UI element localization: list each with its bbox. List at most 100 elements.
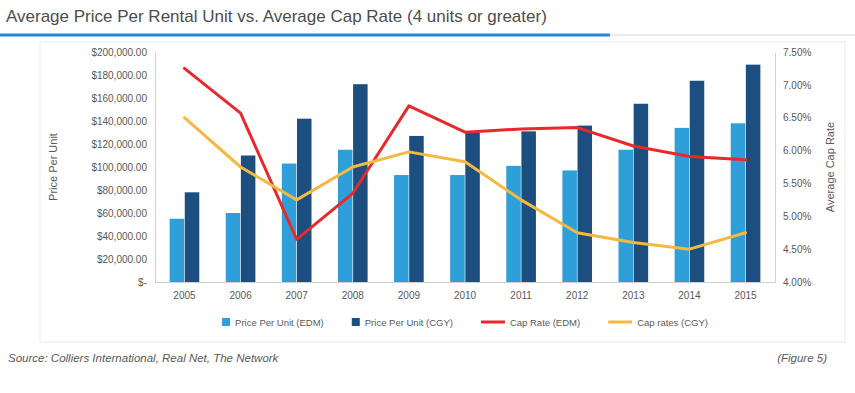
legend-label: Price Per Unit (EDM) <box>235 317 324 328</box>
x-tick-label: 2011 <box>510 290 532 301</box>
bar <box>690 81 705 282</box>
legend-swatch <box>608 321 632 324</box>
y2-tick: 6.50% <box>775 112 811 123</box>
y-axis-line <box>155 53 156 283</box>
bar <box>506 166 521 282</box>
bar <box>465 133 480 283</box>
y2-tick-label: 5.50% <box>783 178 811 189</box>
y-axis: $- $20,000.00 $40,000.00 $60,000.00 $80,000.… <box>91 47 155 288</box>
y-tick-label: $200,000.00 <box>91 47 147 58</box>
y-tick: $160,000.00 <box>91 93 155 104</box>
legend-item: Cap Rate (EDM) <box>481 317 580 328</box>
y-tick-label: $100,000.00 <box>91 162 147 173</box>
y-tick: $120,000.00 <box>91 139 155 150</box>
title: Average Price Per Rental Unit vs. Averag… <box>6 7 547 26</box>
y2-tick-label: 4.50% <box>783 244 811 255</box>
x-tick-label: 2008 <box>342 290 365 301</box>
title-rule <box>0 34 610 37</box>
y2-tick-label: 6.50% <box>783 112 811 123</box>
bar <box>450 175 465 282</box>
y-tick-label: $60,000.00 <box>97 208 147 219</box>
x-tick-label: 2014 <box>678 290 701 301</box>
y-tick-label: $20,000.00 <box>97 254 147 265</box>
y-axis-title: Price Per Unit <box>47 133 59 201</box>
annotation: Source: Colliers International, Real Net… <box>8 352 280 364</box>
x-tick: 2006 <box>229 282 252 301</box>
bar <box>394 175 409 282</box>
bar <box>226 213 241 282</box>
x-tick-label: 2009 <box>398 290 421 301</box>
y2-tick-label: 4.00% <box>783 277 811 288</box>
x-tick: 2010 <box>454 282 477 301</box>
legend-swatch <box>222 318 230 326</box>
legend-item: Price Per Unit (CGY) <box>352 317 453 328</box>
x-tick-label: 2007 <box>286 290 309 301</box>
y2-axis: 4.00% 4.50% 5.00% 5.50% 6.00% 6.50% 7.00% 7.50% <box>775 47 811 288</box>
legend-item: Price Per Unit (EDM) <box>222 317 324 328</box>
x-tick-label: 2013 <box>622 290 645 301</box>
y-tick-label: $- <box>138 277 147 288</box>
y2-tick: 4.50% <box>775 244 811 255</box>
legend-swatch <box>481 321 505 324</box>
x-axis: 2005 2006 2007 2008 2009 2010 2011 2012 2013 2014… <box>156 282 776 301</box>
y2-tick-label: 7.00% <box>783 80 811 91</box>
bar <box>170 219 185 282</box>
y-tick: $- <box>138 277 155 288</box>
bar <box>731 123 746 282</box>
x-tick-label: 2012 <box>566 290 589 301</box>
y2-axis-line <box>775 53 776 283</box>
y-tick-label: $40,000.00 <box>97 231 147 242</box>
y-tick: $180,000.00 <box>91 70 155 81</box>
y-tick: $200,000.00 <box>91 47 155 58</box>
x-tick-label: 2015 <box>734 290 757 301</box>
legend: Price Per Unit (EDM) Price Per Unit (CGY)… <box>222 317 708 328</box>
x-tick: 2015 <box>734 282 757 301</box>
y2-tick: 7.50% <box>775 47 811 58</box>
y2-tick-label: 6.00% <box>783 145 811 156</box>
bar <box>297 119 312 282</box>
y2-tick: 5.00% <box>775 211 811 222</box>
y2-tick: 6.00% <box>775 145 811 156</box>
y2-axis-title: Average Cap Rate <box>824 122 836 212</box>
x-tick: 2011 <box>510 282 532 301</box>
y2-tick: 5.50% <box>775 178 811 189</box>
legend-label: Cap rates (CGY) <box>637 317 708 328</box>
bar <box>409 136 424 282</box>
x-tick-label: 2005 <box>173 290 196 301</box>
x-tick: 2013 <box>622 282 645 301</box>
x-tick: 2009 <box>398 282 421 301</box>
y2-tick-label: 5.00% <box>783 211 811 222</box>
y2-tick-label: 7.50% <box>783 47 811 58</box>
panel <box>40 42 845 342</box>
x-tick: 2008 <box>342 282 365 301</box>
bar <box>675 128 690 282</box>
y-tick: $100,000.00 <box>91 162 155 173</box>
x-tick: 2007 <box>286 282 309 301</box>
title-rule-thin <box>610 35 855 36</box>
bar <box>619 150 634 282</box>
bar <box>634 104 649 282</box>
line <box>184 68 745 239</box>
x-tick-label: 2010 <box>454 290 477 301</box>
legend-swatch <box>352 318 360 326</box>
line <box>184 118 745 249</box>
legend-label: Cap Rate (EDM) <box>510 317 580 328</box>
y-tick-label: $160,000.00 <box>91 93 147 104</box>
y-tick-label: $80,000.00 <box>97 185 147 196</box>
annotation: (Figure 5) <box>777 352 827 364</box>
y-tick: $60,000.00 <box>97 208 155 219</box>
y-tick-label: $120,000.00 <box>91 139 147 150</box>
x-tick-label: 2006 <box>229 290 252 301</box>
x-tick: 2012 <box>566 282 589 301</box>
marks <box>170 65 761 282</box>
x-axis-line <box>156 282 776 283</box>
y2-tick: 7.00% <box>775 80 811 91</box>
bar <box>578 126 593 282</box>
bar <box>746 65 761 282</box>
y2-tick: 4.00% <box>775 277 811 288</box>
legend-label: Price Per Unit (CGY) <box>365 317 453 328</box>
chart: Average Price Per Rental Unit vs. Averag… <box>0 0 855 393</box>
legend-item: Cap rates (CGY) <box>608 317 708 328</box>
y-tick: $140,000.00 <box>91 116 155 127</box>
y-tick-label: $140,000.00 <box>91 116 147 127</box>
